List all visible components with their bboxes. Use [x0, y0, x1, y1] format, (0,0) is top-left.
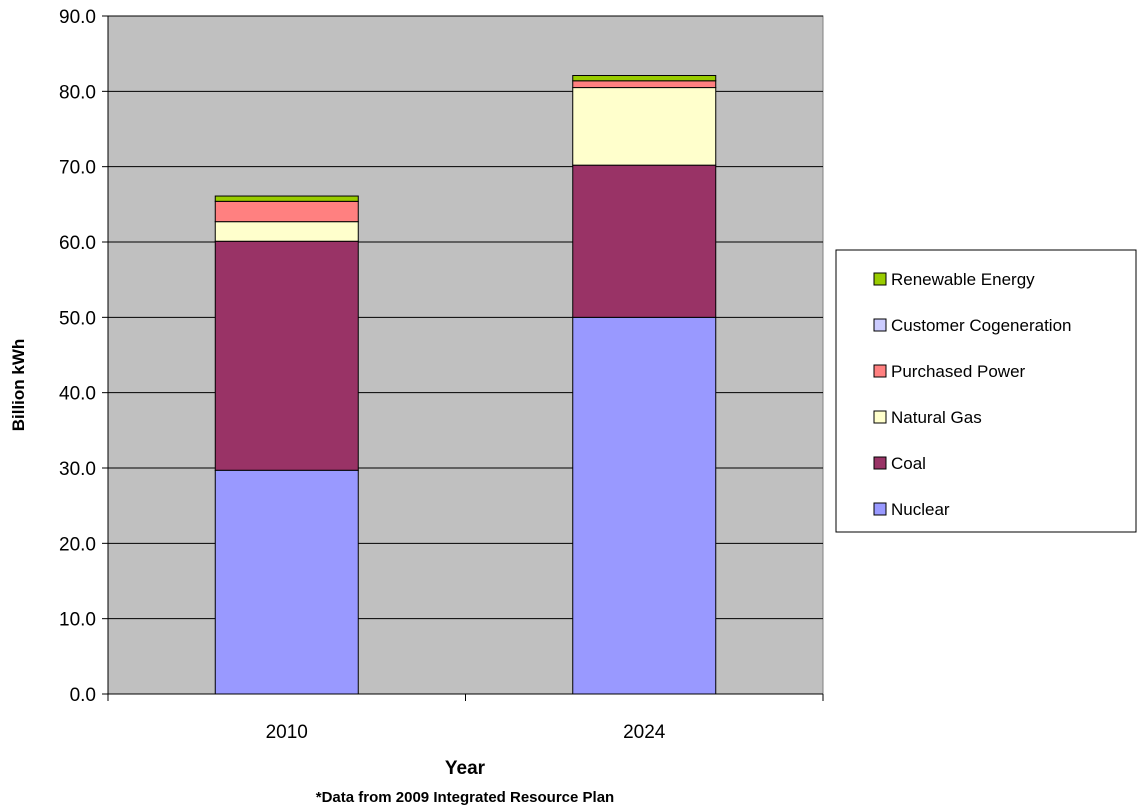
y-tick-label: 70.0 [59, 158, 96, 179]
y-tick-label: 30.0 [59, 459, 96, 480]
legend-swatch-nuclear [873, 502, 887, 516]
legend: Renewable Energy Customer Cogeneration Pur… [835, 249, 1137, 533]
y-tick-label: 60.0 [59, 233, 96, 254]
bar-segment-purchased-power-2024 [572, 80, 717, 89]
legend-label-coal: Coal [891, 454, 926, 473]
legend-label-purchased-power: Purchased Power [891, 362, 1026, 381]
legend-swatch-renewable-energy [873, 272, 887, 286]
bars [214, 75, 717, 695]
y-tick-label: 50.0 [59, 308, 96, 329]
x-tick-label: 2010 [266, 722, 308, 743]
bar-segment-natural-gas-2010 [214, 221, 359, 242]
y-tick-label: 90.0 [59, 7, 96, 28]
x-tick-labels: 2010 2024 [266, 722, 666, 743]
legend-swatch-customer-cogeneration [873, 318, 887, 332]
legend-label-renewable-energy: Renewable Energy [891, 270, 1035, 289]
y-tick-label: 80.0 [59, 82, 96, 103]
y-tick-label: 0.0 [70, 685, 96, 706]
y-tick-label: 40.0 [59, 384, 96, 405]
source-note: *Data from 2009 Integrated Resource Plan [316, 789, 614, 806]
legend-label-natural-gas: Natural Gas [891, 408, 982, 427]
bar-segment-natural-gas-2024 [572, 87, 717, 166]
y-axis-title: Billion kWh [9, 339, 28, 432]
legend-swatch-purchased-power [873, 364, 887, 378]
x-axis-title: Year [445, 758, 486, 779]
bar-segment-renewable-energy-2024 [572, 75, 717, 82]
legend-label-customer-cogeneration: Customer Cogeneration [891, 316, 1071, 335]
legend-label-nuclear: Nuclear [891, 500, 950, 519]
bar-segment-coal-2010 [214, 240, 359, 471]
y-tick-labels: 0.0 10.0 20.0 30.0 40.0 50.0 60.0 70.0 80.0 90.0 [59, 7, 96, 706]
bar-segment-purchased-power-2010 [214, 200, 359, 223]
legend-swatch-coal [873, 456, 887, 470]
legend-swatch-natural-gas [873, 410, 887, 424]
bar-segment-nuclear-2010 [214, 469, 359, 695]
legend-box [835, 249, 1137, 533]
axes [102, 15, 824, 701]
x-tick-label: 2024 [623, 722, 666, 743]
bar-segment-coal-2024 [572, 164, 717, 318]
y-tick-label: 10.0 [59, 610, 96, 631]
bar-segment-renewable-energy-2010 [214, 195, 359, 202]
y-tick-label: 20.0 [59, 534, 96, 555]
bar-segment-nuclear-2024 [572, 316, 717, 695]
